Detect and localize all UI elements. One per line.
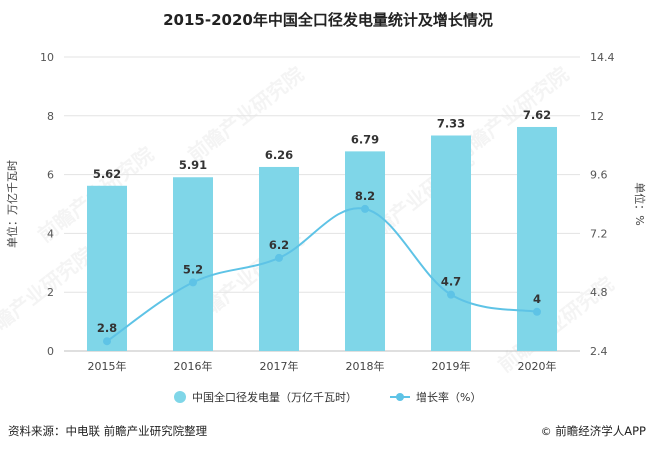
growth-point <box>103 337 111 346</box>
legend-bar-swatch <box>174 391 186 403</box>
growth-point <box>447 290 455 299</box>
source-note: 资料来源：中电联 前瞻产业研究院整理 <box>8 424 208 438</box>
left-tick-label: 10 <box>40 51 54 64</box>
line-value-label: 8.2 <box>355 189 375 203</box>
left-tick-label: 8 <box>47 110 54 123</box>
right-tick-label: 7.2 <box>590 227 608 240</box>
growth-line <box>106 207 538 343</box>
growth-point <box>275 253 283 262</box>
bar-value-label: 6.79 <box>351 132 379 146</box>
bar-value-label: 7.62 <box>523 108 551 122</box>
right-tick-label: 2.4 <box>590 345 608 358</box>
legend-line-marker <box>396 393 404 401</box>
left-tick-label: 6 <box>47 169 54 182</box>
bar-value-label: 7.33 <box>437 116 465 130</box>
chart-title: 2015-2020年中国全口径发电量统计及增长情况 <box>163 11 493 29</box>
copyright-icon: © <box>540 425 552 438</box>
right-tick-label: 9.6 <box>590 169 608 182</box>
bar-value-label: 6.26 <box>265 148 293 162</box>
bar <box>517 126 557 351</box>
x-tick-label: 2017年 <box>260 359 299 373</box>
right-tick-label: 12 <box>590 110 604 123</box>
line-value-label: 4 <box>533 292 541 306</box>
bar <box>431 135 471 351</box>
right-tick-label: 14.4 <box>590 51 615 64</box>
x-tick-label: 2015年 <box>88 359 127 373</box>
right-axis-title: 单位：% <box>633 182 647 225</box>
left-tick-label: 2 <box>47 286 54 299</box>
bar <box>345 151 385 351</box>
line-value-label: 5.2 <box>183 262 203 276</box>
legend-line-label: 增长率（%） <box>416 390 481 404</box>
x-tick-label: 2020年 <box>518 359 557 373</box>
left-tick-label: 0 <box>47 345 54 358</box>
chart-svg: 前瞻产业研究院前瞻产业研究院前瞻产业研究院前瞻产业研究院前瞻产业研究院前瞻产业研… <box>0 51 647 404</box>
bar <box>173 177 213 351</box>
line-value-label: 2.8 <box>97 321 117 335</box>
bar <box>87 185 127 351</box>
x-tick-label: 2019年 <box>432 359 471 373</box>
brand-name: 前瞻经济学人APP <box>555 424 646 438</box>
bar-value-label: 5.91 <box>179 158 207 172</box>
legend-bar-label: 中国全口径发电量（万亿千瓦时） <box>192 390 357 404</box>
line-value-label: 4.7 <box>441 275 461 289</box>
left-axis-title: 单位：万亿千瓦时 <box>5 160 19 248</box>
line-value-label: 6.2 <box>269 238 289 252</box>
left-tick-label: 4 <box>47 227 54 240</box>
growth-point <box>189 278 197 287</box>
bar-value-label: 5.62 <box>93 167 121 181</box>
x-tick-label: 2018年 <box>346 359 385 373</box>
brand-credit: © 前瞻经济学人APP <box>541 423 646 439</box>
growth-point <box>361 204 369 213</box>
right-tick-label: 4.8 <box>590 286 608 299</box>
x-tick-label: 2016年 <box>174 359 213 373</box>
growth-point <box>533 307 541 316</box>
